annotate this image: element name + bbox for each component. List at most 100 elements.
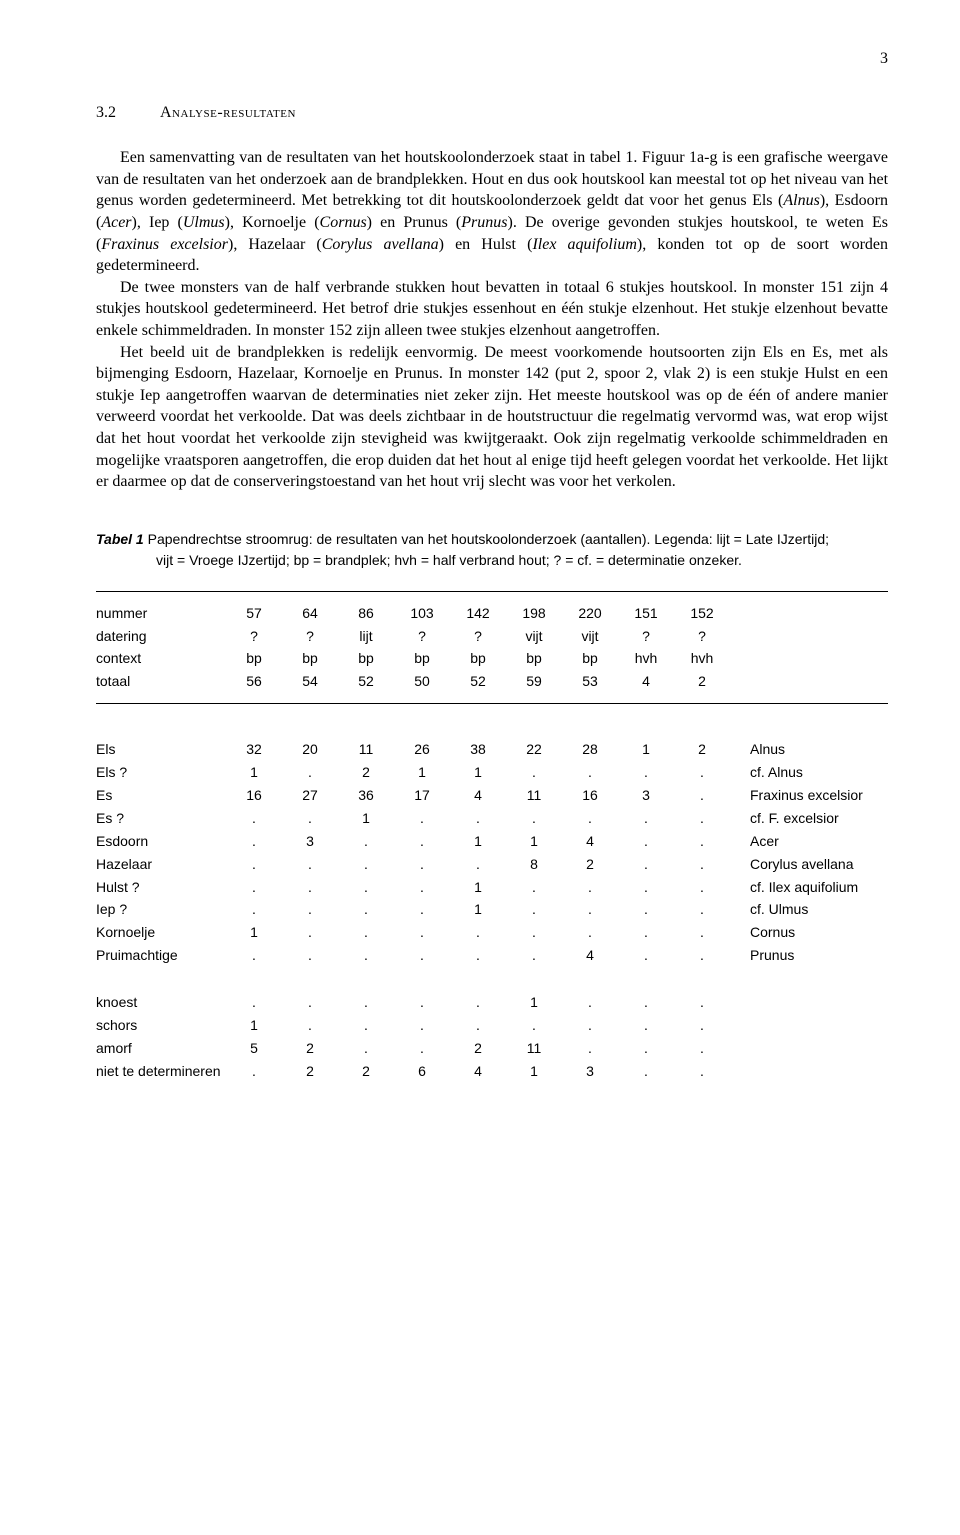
cell-value: 2: [338, 761, 394, 784]
table-row: knoest.....1...: [96, 991, 888, 1014]
cell-value: 59: [506, 670, 562, 693]
cell-value: 52: [450, 670, 506, 693]
table-header-block: nummer576486103142198220151152datering??…: [96, 602, 888, 694]
cell-value: .: [282, 1014, 338, 1037]
cell-value: .: [338, 830, 394, 853]
cell-value: .: [562, 876, 618, 899]
cell-value: 2: [562, 853, 618, 876]
cell-value: .: [618, 830, 674, 853]
cell-value: 220: [562, 602, 618, 625]
paragraph-2: De twee monsters van de half verbrande s…: [96, 277, 888, 342]
cell-value: 86: [338, 602, 394, 625]
cell-value: 6: [394, 1060, 450, 1083]
cell-value: 1: [394, 761, 450, 784]
cell-value: .: [282, 853, 338, 876]
cell-value: 3: [618, 784, 674, 807]
scientific-name: [730, 991, 888, 1014]
cell-value: .: [450, 807, 506, 830]
cell-value: .: [450, 991, 506, 1014]
row-label: Els ?: [96, 761, 226, 784]
cell-value: .: [506, 944, 562, 967]
cell-value: .: [338, 921, 394, 944]
cell-value: 103: [394, 602, 450, 625]
scientific-name: Corylus avellana: [730, 853, 888, 876]
scientific-name: [730, 602, 888, 625]
cell-value: bp: [562, 647, 618, 670]
cell-value: .: [338, 898, 394, 921]
cell-value: 198: [506, 602, 562, 625]
cell-value: .: [506, 876, 562, 899]
cell-value: 1: [450, 761, 506, 784]
table-row: Els3220112638222812Alnus: [96, 738, 888, 761]
cell-value: 4: [618, 670, 674, 693]
cell-value: 1: [226, 921, 282, 944]
cell-value: .: [674, 876, 730, 899]
cell-value: .: [450, 944, 506, 967]
table-row: totaal5654525052595342: [96, 670, 888, 693]
cell-value: .: [282, 807, 338, 830]
cell-value: 11: [338, 738, 394, 761]
italic: Ilex aquifolium: [532, 236, 636, 253]
cell-value: .: [226, 807, 282, 830]
cell-value: hvh: [618, 647, 674, 670]
row-label: Es ?: [96, 807, 226, 830]
cell-value: 57: [226, 602, 282, 625]
cell-value: 22: [506, 738, 562, 761]
row-label: Es: [96, 784, 226, 807]
cell-value: vijt: [562, 625, 618, 648]
cell-value: .: [506, 1014, 562, 1037]
cell-value: .: [338, 944, 394, 967]
cell-value: .: [394, 876, 450, 899]
table-misc-block: knoest.....1...schors1........amorf52..2…: [96, 991, 888, 1083]
cell-value: 20: [282, 738, 338, 761]
italic: Corylus avellana: [322, 236, 439, 253]
scientific-name: cf. Ulmus: [730, 898, 888, 921]
cell-value: ?: [450, 625, 506, 648]
cell-value: 142: [450, 602, 506, 625]
cell-value: 2: [282, 1060, 338, 1083]
caption-lead: Tabel 1: [96, 531, 144, 547]
cell-value: .: [226, 1060, 282, 1083]
row-label: knoest: [96, 991, 226, 1014]
t: ), Kornoelje (: [225, 214, 320, 231]
cell-value: .: [562, 921, 618, 944]
cell-value: 1: [226, 1014, 282, 1037]
header-table: nummer576486103142198220151152datering??…: [96, 602, 888, 694]
table-row: Els ?1.211....cf. Alnus: [96, 761, 888, 784]
cell-value: .: [506, 921, 562, 944]
cell-value: .: [618, 853, 674, 876]
cell-value: .: [618, 1014, 674, 1037]
cell-value: 36: [338, 784, 394, 807]
cell-value: .: [226, 853, 282, 876]
table-caption: Tabel 1 Papendrechtse stroomrug: de resu…: [96, 529, 888, 571]
cell-value: 151: [618, 602, 674, 625]
cell-value: .: [674, 1037, 730, 1060]
cell-value: 4: [562, 944, 618, 967]
cell-value: .: [506, 898, 562, 921]
cell-value: .: [282, 898, 338, 921]
table-row: amorf52..211...: [96, 1037, 888, 1060]
cell-value: .: [618, 876, 674, 899]
row-label: Kornoelje: [96, 921, 226, 944]
italic: Cornus: [320, 214, 367, 231]
cell-value: 28: [562, 738, 618, 761]
row-label: totaal: [96, 670, 226, 693]
cell-value: 2: [450, 1037, 506, 1060]
cell-value: .: [562, 1037, 618, 1060]
cell-value: .: [282, 991, 338, 1014]
cell-value: 1: [506, 991, 562, 1014]
cell-value: bp: [450, 647, 506, 670]
cell-value: 4: [562, 830, 618, 853]
cell-value: 1: [506, 830, 562, 853]
cell-value: .: [338, 991, 394, 1014]
scientific-name: cf. F. excelsior: [730, 807, 888, 830]
cell-value: 52: [338, 670, 394, 693]
paragraph-3: Het beeld uit de brandplekken is redelij…: [96, 342, 888, 493]
cell-value: .: [618, 1037, 674, 1060]
row-label: Els: [96, 738, 226, 761]
cell-value: 1: [338, 807, 394, 830]
cell-value: .: [338, 876, 394, 899]
cell-value: .: [338, 1014, 394, 1037]
cell-value: 2: [674, 670, 730, 693]
cell-value: .: [226, 876, 282, 899]
